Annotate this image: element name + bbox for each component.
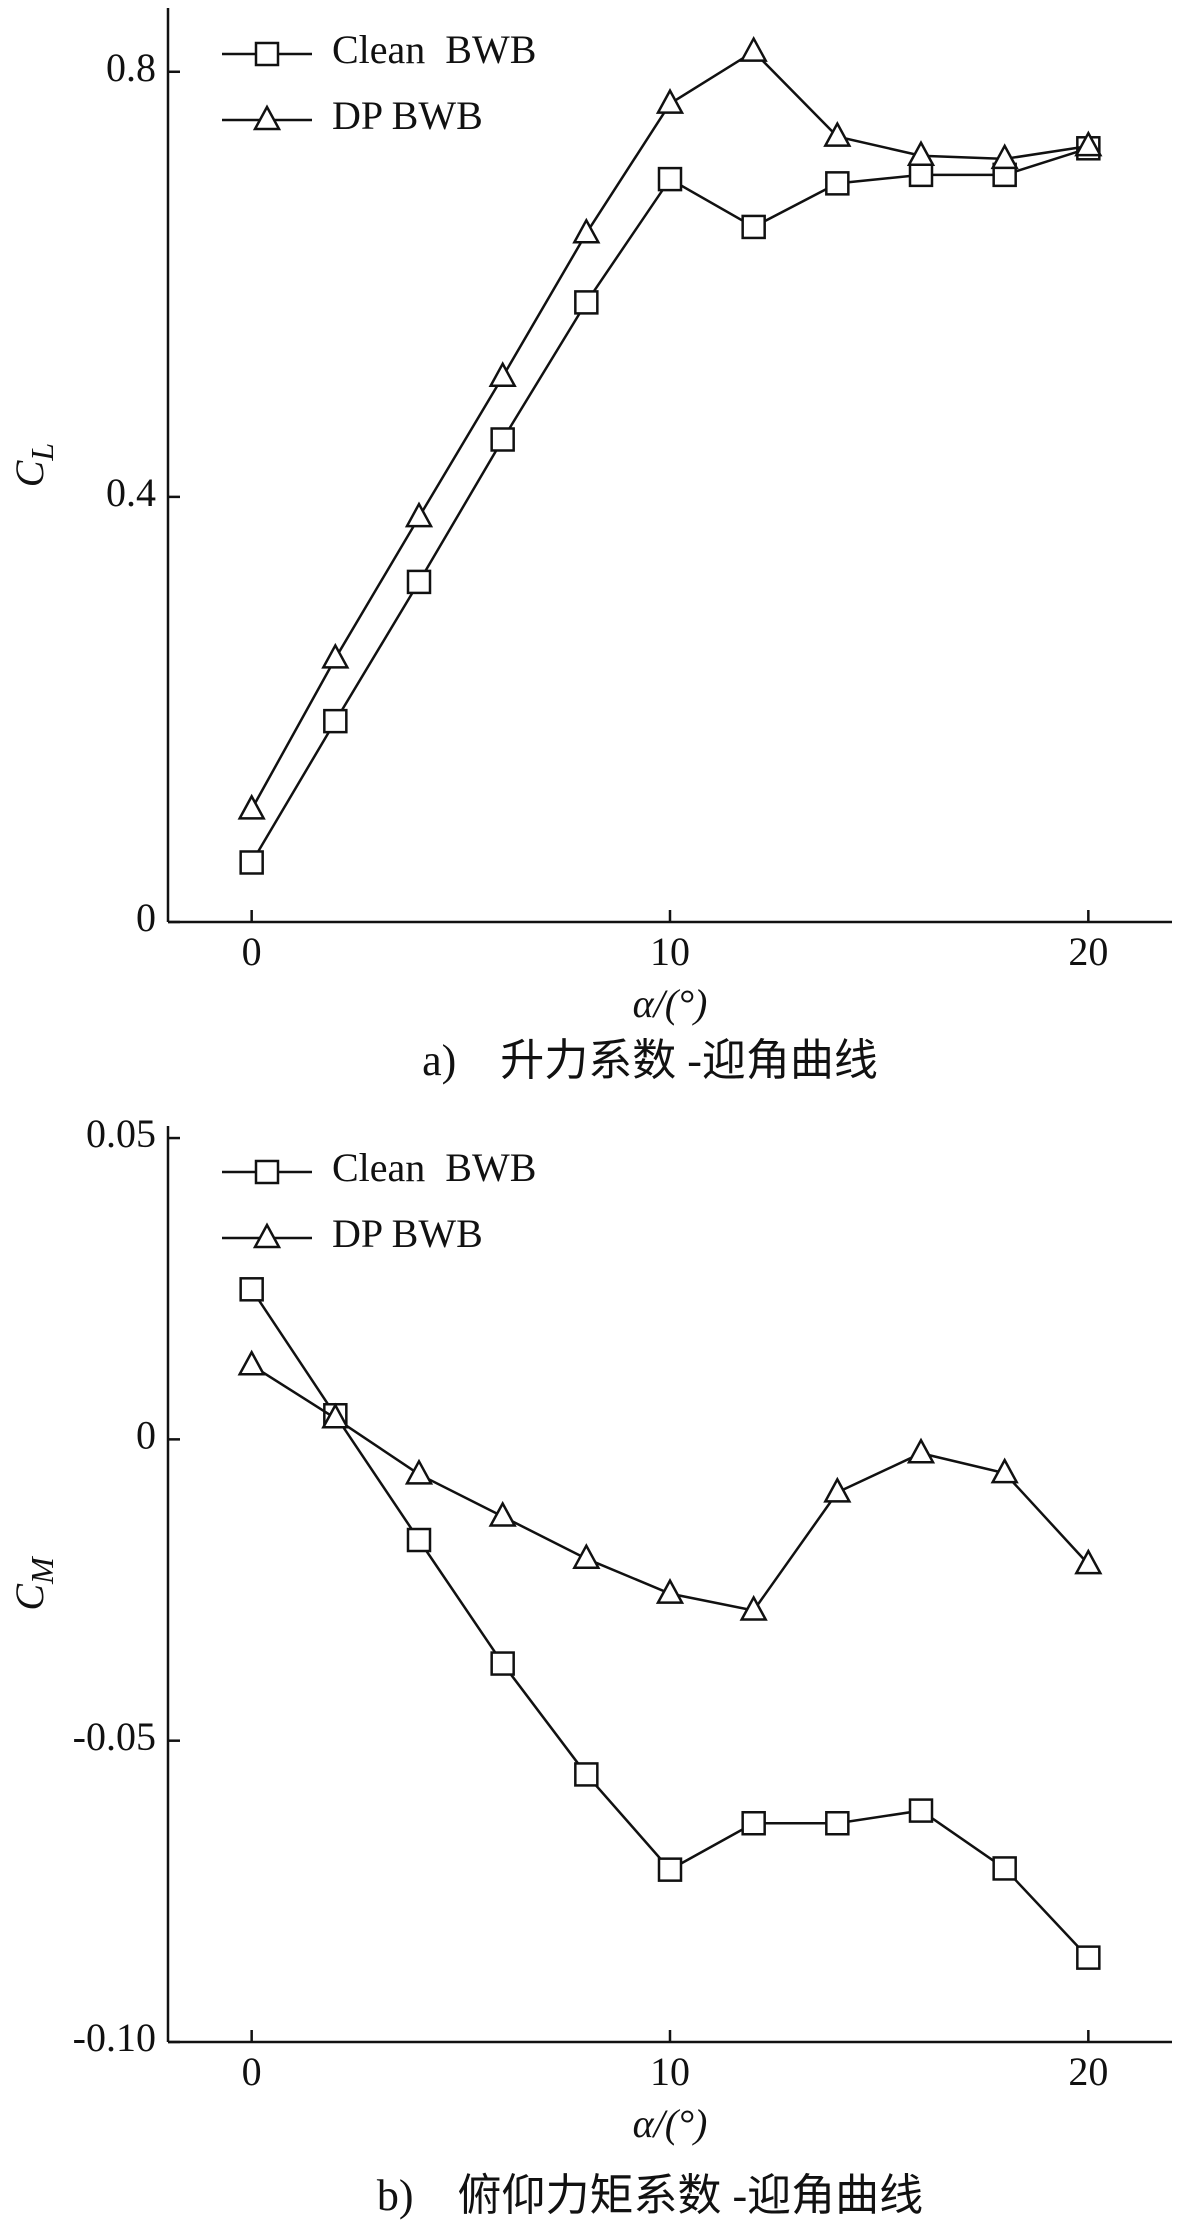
marker-square (574, 1762, 599, 1787)
marker-triangle (321, 1402, 350, 1429)
marker-triangle (404, 501, 434, 528)
marker-square (490, 427, 515, 452)
marker-square (490, 1651, 515, 1676)
series-line (250, 1364, 1090, 1612)
y-tick-label: -0.05 (73, 1714, 156, 1759)
marker-triangle (1074, 1548, 1103, 1575)
caption: a) 升力系数 -迎角曲线 (422, 1036, 878, 1085)
marker-square (1076, 1945, 1101, 1970)
x-tick-label: 0 (242, 2049, 262, 2094)
x-tick-label: 20 (1068, 929, 1108, 974)
marker-triangle (252, 104, 282, 131)
marker-square (406, 1527, 432, 1553)
marker-square (254, 41, 280, 67)
marker-square (254, 1159, 280, 1185)
y-axis-label-sub: M (24, 1555, 60, 1585)
y-tick-label: 0 (136, 895, 156, 940)
y-tick-label: 0.05 (86, 1111, 156, 1156)
marker-triangle (252, 1222, 282, 1249)
y-tick-label: 0.4 (106, 470, 156, 515)
marker-triangle (739, 35, 768, 62)
y-axis-label-main: C (7, 1583, 52, 1611)
y-tick-label: -0.10 (73, 2015, 156, 2060)
marker-triangle (237, 793, 266, 820)
marker-square (908, 162, 934, 188)
marker-triangle (906, 140, 936, 166)
marker-triangle (906, 1437, 936, 1464)
marker-square (741, 214, 766, 240)
x-axis-label: α/(°) (633, 981, 708, 1026)
marker-triangle (321, 642, 350, 669)
legend-label: Clean BWB (332, 1145, 536, 1190)
y-axis-label-sub: L (24, 443, 60, 462)
x-tick-label: 10 (650, 929, 690, 974)
marker-triangle (572, 217, 601, 244)
marker-square (406, 569, 432, 595)
marker-square (741, 1810, 766, 1836)
marker-triangle (1074, 130, 1103, 157)
marker-triangle (823, 1476, 852, 1503)
marker-triangle (990, 143, 1019, 170)
marker-square (239, 850, 264, 875)
series-line (250, 1288, 1090, 1959)
marker-triangle (990, 1457, 1019, 1484)
marker-triangle (739, 1594, 768, 1621)
marker-triangle (404, 1458, 434, 1485)
x-tick-label: 10 (650, 2049, 690, 2094)
y-tick-label: 0.8 (106, 45, 156, 90)
marker-square (657, 1857, 683, 1882)
marker-square (323, 708, 348, 734)
x-tick-label: 0 (242, 929, 262, 974)
y-axis-label: CL (7, 443, 60, 487)
caption: b) 俯仰力矩系数 -迎角曲线 (377, 2171, 923, 2220)
x-tick-label: 20 (1068, 2049, 1108, 2094)
series-line (250, 147, 1089, 864)
legend-label: Clean BWB (332, 27, 536, 72)
marker-triangle (823, 120, 852, 147)
legend-label: DP BWB (332, 93, 483, 138)
y-tick-label: 0 (136, 1413, 156, 1458)
marker-triangle (572, 1543, 601, 1569)
marker-square (825, 171, 850, 196)
marker-triangle (488, 1500, 517, 1527)
x-axis-label: α/(°) (633, 2101, 708, 2146)
legend-label: DP BWB (332, 1211, 483, 1256)
y-axis-label: CM (7, 1555, 60, 1611)
marker-triangle (655, 1578, 685, 1604)
marker-square (657, 166, 683, 192)
marker-triangle (488, 361, 517, 388)
marker-square (574, 290, 599, 315)
marker-square (825, 1810, 850, 1836)
marker-square (908, 1798, 934, 1823)
y-axis-label-main: C (7, 459, 52, 487)
marker-triangle (237, 1349, 266, 1376)
marker-square (992, 1856, 1017, 1881)
marker-square (239, 1277, 264, 1302)
marker-triangle (655, 88, 685, 114)
series-line (250, 49, 1089, 810)
